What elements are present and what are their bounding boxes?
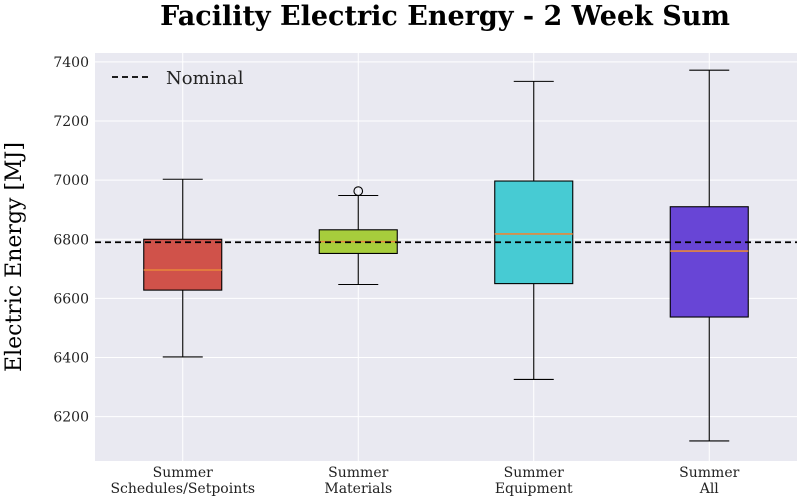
boxes <box>143 69 749 442</box>
x-tick-label: Summer <box>679 465 739 481</box>
box-series-1 <box>143 178 223 358</box>
y-tick-label: 7000 <box>53 173 89 189</box>
x-tick-label: Summer <box>328 465 388 481</box>
x-tick-label: Schedules/Setpoints <box>110 481 255 497</box>
legend-label-nominal: Nominal <box>166 68 244 89</box>
y-tick-label: 6800 <box>53 232 89 248</box>
chart-title: Facility Electric Energy - 2 Week Sum <box>160 1 730 32</box>
box-series-3 <box>494 80 574 380</box>
legend: Nominal <box>112 68 244 89</box>
y-tick-label: 6400 <box>53 351 89 367</box>
iqr-box <box>669 206 749 318</box>
box-series-4 <box>669 69 749 442</box>
y-tick-label: 7400 <box>53 55 89 71</box>
x-tick-label: Materials <box>324 481 392 497</box>
outlier-point <box>353 186 364 196</box>
x-tick-label: All <box>699 481 720 497</box>
y-axis-label: Electric Energy [MJ] <box>2 142 27 372</box>
y-tick-label: 6200 <box>53 410 89 426</box>
iqr-box <box>494 180 574 285</box>
x-tick-label: Summer <box>504 465 564 481</box>
tick-labels: 6200640066006800700072007400SummerSchedu… <box>53 55 739 497</box>
x-tick-label: Equipment <box>495 481 573 497</box>
x-tick-label: Summer <box>153 465 213 481</box>
iqr-box <box>143 238 223 291</box>
y-tick-label: 6600 <box>53 291 89 307</box>
y-tick-label: 7200 <box>53 114 89 130</box>
